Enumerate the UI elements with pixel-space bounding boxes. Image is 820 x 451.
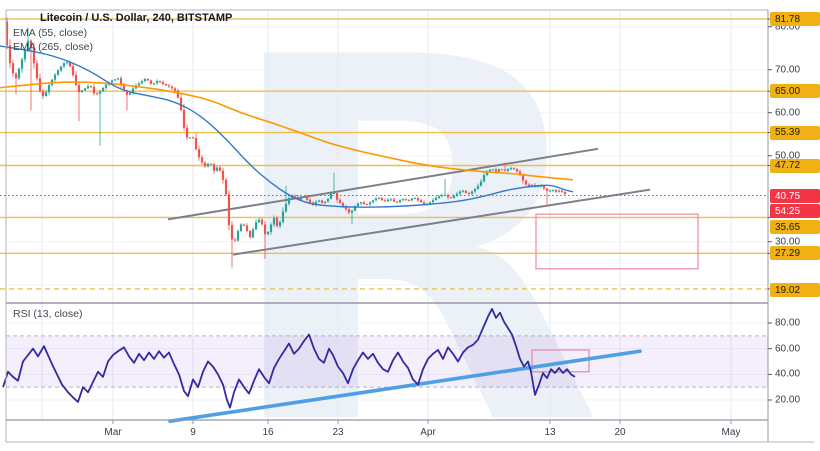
ema-fast-line [0,45,574,208]
ema-fast-indicator-label[interactable]: EMA (55, close) [13,27,88,39]
time-label-May: May [721,427,741,438]
price-label-50.00: 50.00 [775,150,801,162]
rsi-line [2,307,576,409]
rsi-band [6,335,768,388]
candlestick-series [5,17,567,268]
ema-slow-indicator-label[interactable]: EMA (265, close) [13,41,93,53]
level-badge-19.02: 19.02 [770,283,820,297]
time-axis[interactable]: Mar 9 16 23 Apr 13 20 May [0,421,768,443]
ema-slow-line [0,81,574,181]
time-label-Apr: Apr [420,427,436,438]
rsi-indicator-label[interactable]: RSI (13, close) [13,308,83,320]
trend-channel-line[interactable] [167,147,599,221]
level-badge-27.29: 27.29 [770,246,820,261]
time-label-Mar: Mar [104,427,122,438]
price-label-60.00: 60.00 [775,107,801,119]
time-label-20: 20 [614,427,626,438]
symbol-title[interactable]: Litecoin / U.S. Dollar, 240, BITSTAMP [40,12,233,24]
trend-channel-line[interactable] [232,188,651,256]
price-label-70.00: 70.00 [775,64,801,76]
price-label-80.00: 80.00 [775,21,801,33]
rsi-trendline[interactable] [168,349,642,423]
level-badge-55.39: 55.39 [770,125,820,140]
rsi-label-60.00: 60.00 [775,343,801,355]
level-badge-81.78: 81.78 [770,12,820,27]
time-label-9: 9 [190,427,196,438]
current-price-badge: 40.75 [770,189,820,204]
rsi-label-20.00: 20.00 [775,394,801,406]
price-label-30.00: 30.00 [775,236,801,248]
level-badge-35.65: 35.65 [770,220,820,234]
time-label-16: 16 [262,427,274,438]
time-label-13: 13 [544,427,556,438]
bar-countdown-badge: 54:25 [770,204,820,219]
level-badge-65.00: 65.00 [770,84,820,99]
level-badge-47.72: 47.72 [770,158,820,173]
time-label-23: 23 [332,427,344,438]
rsi-label-40.00: 40.00 [775,368,801,380]
price-target-rectangle[interactable] [535,213,699,270]
rsi-label-80.00: 80.00 [775,317,801,329]
rsi-highlight-rectangle[interactable] [531,349,590,373]
price-axis[interactable]: 80.00 70.00 60.00 50.00 30.00 81.78 65.00 55.39… [769,0,820,420]
